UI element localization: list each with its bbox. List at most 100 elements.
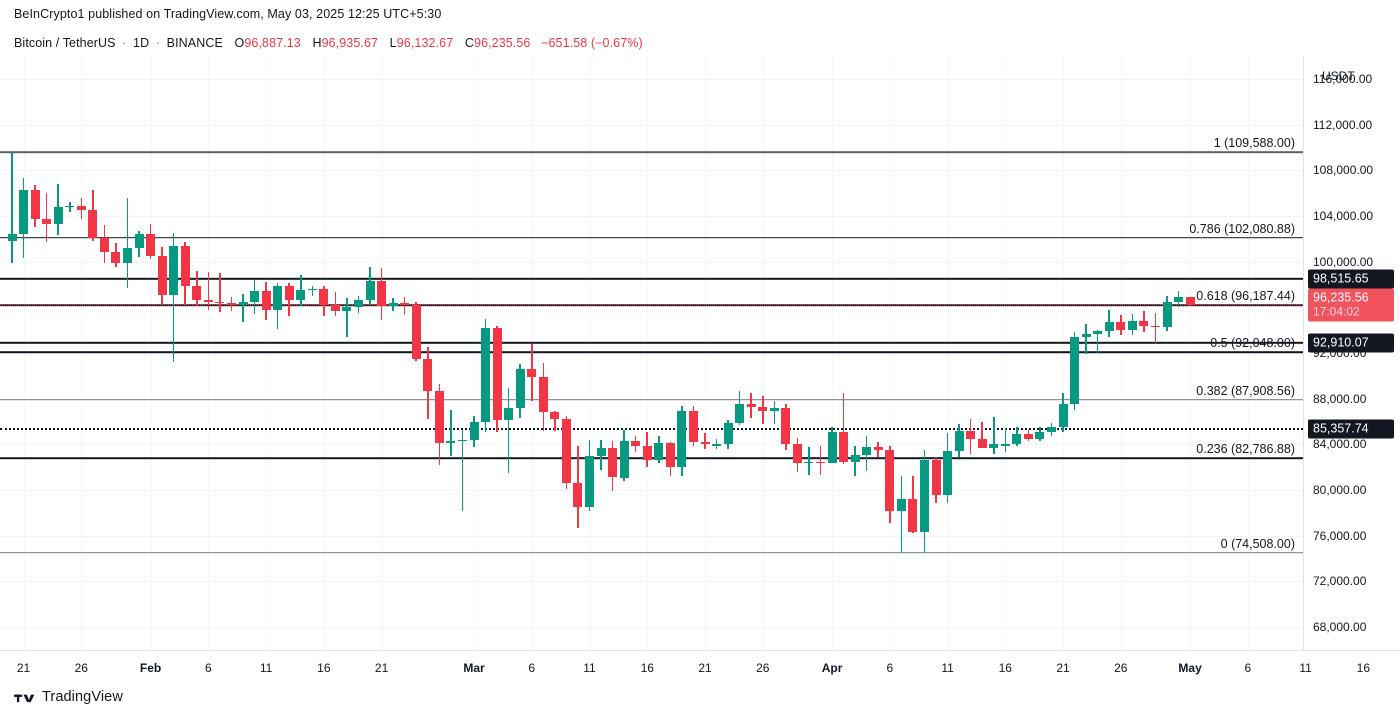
candle-body bbox=[1127, 321, 1137, 331]
interval-label[interactable]: 1D bbox=[133, 36, 150, 50]
candle-body bbox=[550, 412, 560, 420]
candle-body bbox=[42, 219, 52, 224]
candle-body bbox=[342, 307, 352, 311]
candle-body bbox=[977, 438, 987, 448]
candle-body bbox=[712, 444, 722, 446]
candle-body bbox=[169, 245, 179, 295]
gridline-horizontal bbox=[0, 535, 1303, 537]
candle-body bbox=[307, 289, 317, 291]
time-axis-label: 16 bbox=[317, 661, 331, 675]
candle-body bbox=[388, 302, 398, 307]
candle-body bbox=[758, 406, 768, 412]
candle-body bbox=[273, 285, 283, 310]
candle-body bbox=[492, 327, 502, 421]
candle-body bbox=[573, 483, 583, 508]
candle-body bbox=[700, 442, 710, 445]
candle-body bbox=[1139, 321, 1149, 326]
candle-body bbox=[608, 447, 618, 478]
gridline-horizontal bbox=[0, 627, 1303, 629]
candle-wick bbox=[715, 438, 718, 449]
time-axis-label: 6 bbox=[1244, 661, 1252, 675]
candle-wick bbox=[507, 388, 510, 473]
candle-body bbox=[677, 411, 687, 468]
candle-body bbox=[665, 443, 675, 468]
candle-wick bbox=[403, 297, 406, 316]
candle-wick bbox=[842, 392, 845, 464]
time-scale[interactable]: 21 26 Feb 6 11 16 21 Mar 6 11 16 21 26 Apr 6 11 16 21 26 Ma… bbox=[0, 650, 1400, 685]
price-axis-tick: 108,000.00 bbox=[1313, 163, 1374, 178]
time-axis-label: 11 bbox=[583, 661, 596, 675]
candle-body bbox=[457, 439, 467, 442]
price-axis-tick: 104,000.00 bbox=[1313, 208, 1374, 223]
candle-wick bbox=[450, 410, 452, 456]
price-scale[interactable]: USDT 116,000.00 112,000.00 108,000.00 104,0… bbox=[1303, 56, 1400, 650]
time-axis-label: 6 bbox=[528, 661, 536, 675]
candle-body bbox=[619, 440, 629, 478]
price-tag-value: 85,357.74 bbox=[1313, 421, 1369, 436]
time-axis-label: 11 bbox=[259, 661, 273, 675]
candle-body bbox=[192, 285, 202, 301]
candle-body bbox=[538, 376, 548, 413]
time-axis-label: Mar bbox=[463, 661, 485, 675]
candle-body bbox=[284, 285, 294, 301]
candle-wick bbox=[1096, 330, 1099, 353]
candle-body bbox=[792, 444, 802, 463]
symbol-name[interactable]: Bitcoin / TetherUS bbox=[14, 36, 116, 50]
level-92910 bbox=[0, 341, 1303, 344]
ohlc-open: O96,887.13 bbox=[235, 36, 301, 50]
candle-body bbox=[631, 440, 641, 446]
time-axis-label: 6 bbox=[886, 661, 894, 675]
candle-body bbox=[146, 234, 156, 256]
candle-body bbox=[377, 281, 387, 307]
open-value: 96,887.13 bbox=[244, 36, 301, 50]
candle-wick bbox=[992, 416, 995, 454]
candle-body bbox=[931, 460, 941, 495]
fib-level-label: 0.382 (87,908.56) bbox=[1196, 383, 1295, 398]
candle-body bbox=[1093, 331, 1103, 334]
time-axis-label: 21 bbox=[16, 661, 31, 675]
candle-wick bbox=[1085, 324, 1087, 355]
gridline-horizontal bbox=[0, 215, 1303, 217]
candle-body bbox=[596, 447, 606, 456]
dotted-level-line bbox=[0, 427, 1303, 430]
time-axis-label: May bbox=[1178, 661, 1202, 675]
candle-body bbox=[1058, 404, 1068, 428]
brand-label: TradingView bbox=[42, 689, 123, 705]
candle-wick bbox=[773, 400, 776, 424]
candle-wick bbox=[981, 421, 983, 448]
candle-body bbox=[527, 368, 537, 377]
prev-close-tag: 98,515.65 bbox=[1308, 269, 1394, 289]
low-key: L bbox=[389, 36, 397, 50]
tradingview-brand: TradingView bbox=[14, 689, 123, 705]
candle-body bbox=[781, 407, 791, 445]
price-tag-value: 92,910.07 bbox=[1313, 335, 1369, 350]
candle-body bbox=[966, 430, 976, 439]
candle-wick bbox=[45, 193, 48, 243]
candle-body bbox=[7, 234, 17, 242]
candle-body bbox=[1104, 322, 1114, 332]
time-axis-label: 21 bbox=[1056, 661, 1070, 675]
candle-body bbox=[238, 301, 248, 306]
candle-body bbox=[411, 305, 421, 359]
change-value: −651.58 (−0.67%) bbox=[541, 36, 643, 50]
candle-body bbox=[319, 289, 329, 305]
candle-body bbox=[1174, 297, 1184, 302]
fib-level-label: 0.618 (96,187.44) bbox=[1196, 289, 1295, 304]
candle-body bbox=[1012, 434, 1022, 445]
fib-level-line bbox=[0, 237, 1303, 239]
time-axis-label: Feb bbox=[139, 661, 162, 675]
candle-body bbox=[735, 404, 745, 423]
chart-plot-area[interactable]: 1 (109,588.00) 0.786 (102,080.88) 0.618 (9… bbox=[0, 56, 1303, 650]
candle-wick bbox=[172, 233, 175, 363]
candle-body bbox=[446, 440, 456, 444]
candle-wick bbox=[554, 411, 556, 431]
candle-body bbox=[180, 245, 190, 286]
gridline-horizontal bbox=[0, 124, 1303, 126]
candle-body bbox=[885, 450, 895, 511]
gridline-horizontal bbox=[0, 261, 1303, 263]
candle-body bbox=[862, 446, 872, 455]
candle-body bbox=[1035, 431, 1045, 439]
candle-body bbox=[1150, 325, 1160, 327]
candle-body bbox=[989, 444, 999, 448]
